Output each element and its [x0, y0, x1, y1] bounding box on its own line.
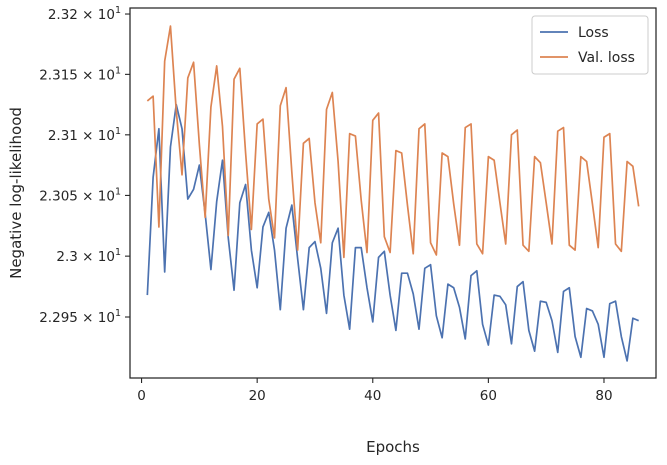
y-tick-label: 2.305 × 101 — [39, 186, 121, 204]
y-tick-label: 2.315 × 101 — [39, 65, 121, 83]
y-tick-label: 2.32 × 101 — [48, 5, 121, 23]
y-tick-label: 2.3 × 101 — [56, 247, 121, 265]
x-axis-ticks: 0 20 40 60 80 — [137, 378, 613, 404]
series-line-0 — [146, 103, 639, 362]
y-tick-label: 2.31 × 101 — [48, 126, 121, 144]
x-tick-label: 80 — [595, 388, 612, 404]
y-axis-ticks: 2.295 × 101 2.3 × 101 2.305 × 101 2.31 × 10… — [39, 5, 130, 326]
x-axis-label: Epochs — [366, 438, 420, 456]
plot-frame — [129, 7, 657, 379]
x-tick-label: 60 — [480, 388, 497, 404]
legend-label: Val. loss — [578, 50, 635, 66]
series-line-1 — [146, 25, 640, 259]
y-axis-label: Negative log-likelihood — [7, 107, 25, 279]
x-tick-label: 40 — [364, 388, 381, 404]
x-tick-label: 0 — [137, 388, 146, 404]
legend: Loss Val. loss — [531, 15, 649, 75]
legend-box — [531, 15, 649, 75]
x-tick-label: 20 — [249, 388, 266, 404]
legend-label: Loss — [578, 25, 609, 41]
plot-lines — [146, 25, 640, 362]
y-tick-label: 2.295 × 101 — [39, 308, 121, 326]
